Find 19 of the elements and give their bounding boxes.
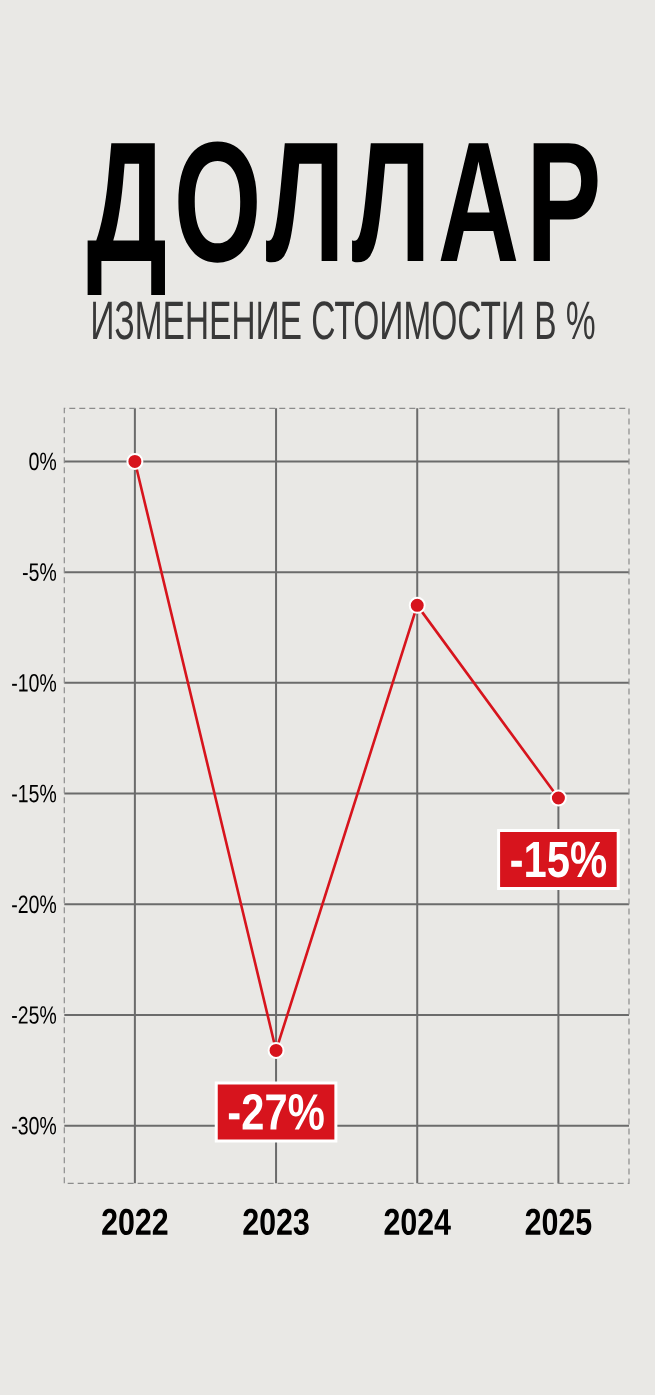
x-tick-label: 2023: [243, 1208, 309, 1236]
y-tick-label: -10%: [12, 674, 57, 692]
y-tick-label: -20%: [12, 895, 57, 914]
x-tick-label: 2022: [102, 1208, 168, 1236]
chart-subtitle: ИЗМЕНЕНИЕ СТОИМОСТИ В %: [93, 301, 595, 340]
point: [267, 1041, 285, 1059]
chart-title: ДОЛЛАР: [87, 141, 598, 296]
data-label: -15%: [511, 841, 607, 878]
point: [126, 452, 144, 470]
y-tick-label: -5%: [22, 563, 57, 581]
x-tick-label: 2025: [525, 1208, 592, 1236]
y-tick-label: 0%: [29, 452, 57, 471]
data-label: -27%: [228, 1093, 324, 1130]
point: [408, 596, 426, 614]
y-tick-label: -25%: [12, 1006, 57, 1024]
y-tick-label: -30%: [12, 1116, 57, 1135]
x-tick-label: 2024: [384, 1208, 451, 1236]
y-tick-label: -15%: [12, 784, 57, 803]
point: [549, 789, 567, 807]
